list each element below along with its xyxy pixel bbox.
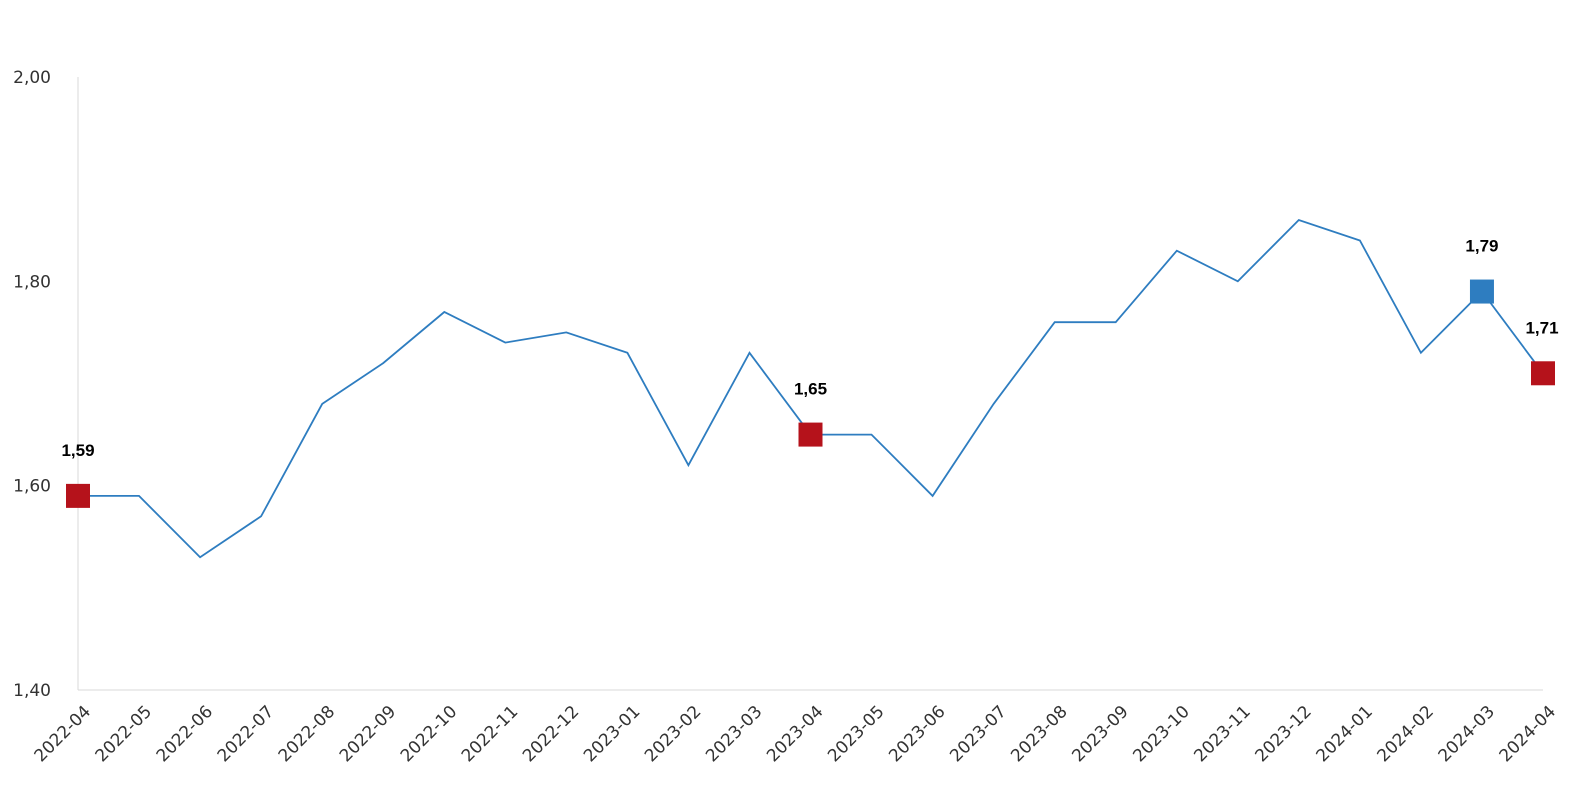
x-tick-label: 2023-02 [641, 702, 705, 766]
x-tick-label: 2022-11 [458, 702, 522, 766]
data-label: 1,79 [1465, 237, 1498, 256]
x-tick-label: 2024-04 [1496, 702, 1560, 766]
data-labels: 1,59 1,65 1,79 1,71 [61, 237, 1558, 460]
x-tick-label: 2022-04 [31, 702, 95, 766]
highlight-markers [66, 279, 1555, 508]
highlight-marker [66, 483, 90, 508]
x-tick-label: 2024-03 [1435, 702, 1499, 766]
x-tick-label: 2023-01 [580, 702, 644, 766]
x-tick-label: 2023-06 [885, 702, 949, 766]
x-tick-label: 2022-12 [519, 702, 583, 766]
x-tick-label: 2023-03 [702, 702, 766, 766]
x-tick-label: 2022-07 [214, 702, 278, 766]
y-axis: 1,40 1,60 1,80 2,00 [13, 68, 79, 701]
x-tick-label: 2023-10 [1129, 702, 1193, 766]
x-tick-label: 2024-01 [1313, 702, 1377, 766]
y-tick-label: 1,80 [13, 272, 51, 292]
x-axis: 2022-042022-052022-062022-072022-082022-… [31, 689, 1560, 766]
x-tick-label: 2024-02 [1374, 702, 1438, 766]
y-tick-label: 1,40 [13, 681, 51, 701]
x-tick-label: 2022-08 [275, 702, 339, 766]
highlight-marker [1531, 361, 1555, 386]
y-tick-label: 2,00 [13, 68, 51, 88]
x-tick-label: 2023-07 [946, 702, 1010, 766]
highlight-marker [1469, 279, 1494, 304]
data-label: 1,59 [61, 441, 94, 460]
x-tick-label: 2022-10 [397, 702, 461, 766]
x-tick-label: 2022-09 [336, 702, 400, 766]
highlight-marker [798, 422, 823, 447]
y-tick-label: 1,60 [13, 477, 51, 497]
x-tick-label: 2023-09 [1068, 702, 1132, 766]
x-tick-label: 2023-04 [763, 702, 827, 766]
data-label: 1,65 [794, 380, 827, 399]
x-tick-label: 2022-05 [92, 702, 156, 766]
data-label: 1,71 [1525, 318, 1558, 337]
x-tick-label: 2022-06 [153, 702, 217, 766]
x-tick-label: 2023-05 [824, 702, 888, 766]
x-tick-label: 2023-11 [1190, 702, 1254, 766]
x-tick-label: 2023-12 [1251, 702, 1315, 766]
x-tick-label: 2023-08 [1007, 702, 1071, 766]
